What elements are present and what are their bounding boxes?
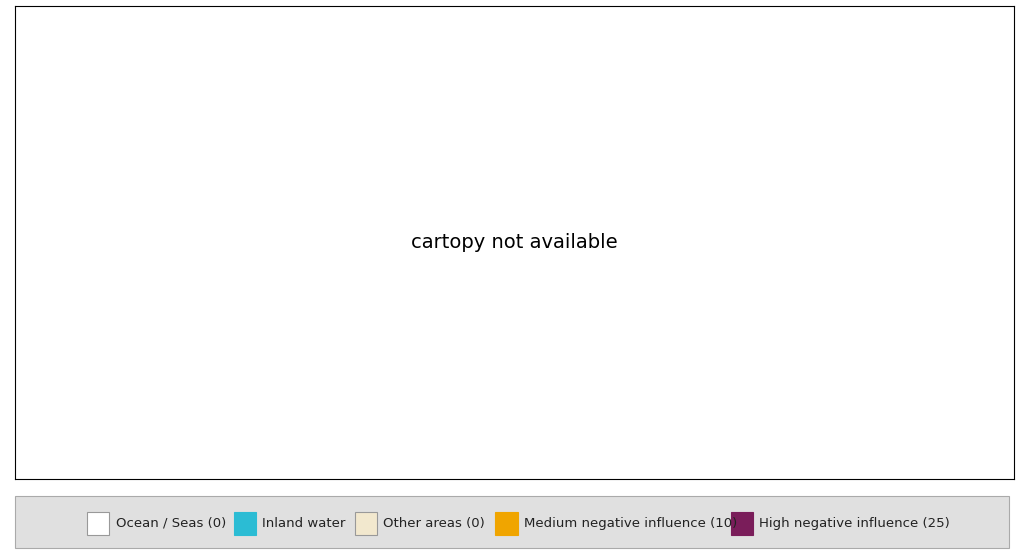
Text: Ocean / Seas (0): Ocean / Seas (0) [116,517,226,530]
Text: High negative influence (25): High negative influence (25) [760,517,950,530]
Text: cartopy not available: cartopy not available [412,233,617,252]
Text: Medium negative influence (10): Medium negative influence (10) [524,517,737,530]
Text: Other areas (0): Other areas (0) [384,517,485,530]
Text: Inland water: Inland water [262,517,346,530]
